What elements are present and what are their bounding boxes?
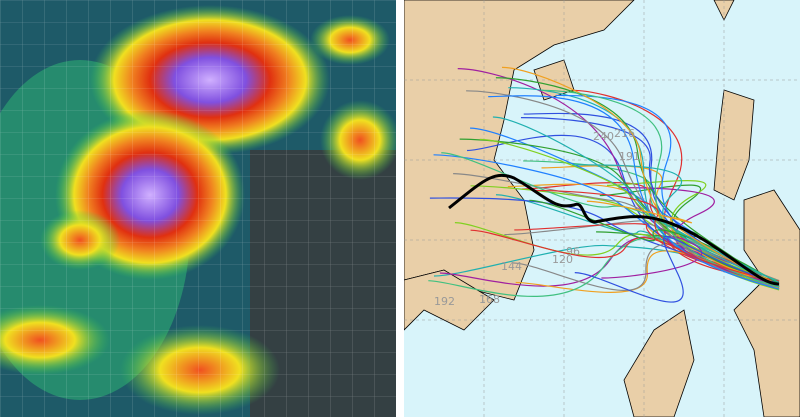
hour-label: 96: [566, 245, 580, 258]
hour-labels: 240 216 191 120 96 192 168 144: [434, 127, 640, 308]
ensemble-track-map: 240 216 191 120 96 192 168 144: [404, 0, 800, 417]
ensemble-track: [572, 164, 780, 287]
hour-label: 192: [434, 295, 455, 308]
ensemble-tracks: [428, 66, 780, 303]
hour-label: 191: [619, 150, 640, 163]
ensemble-track: [574, 235, 780, 303]
mean-track: [448, 173, 780, 286]
ensemble-track: [502, 66, 780, 282]
ensemble-track: [535, 189, 780, 282]
ensemble-track: [428, 236, 780, 298]
lat-lon-grid: [0, 0, 396, 417]
ensemble-track: [586, 200, 780, 286]
hour-label: 120: [552, 253, 573, 266]
ensemble-track: [529, 199, 780, 285]
hour-label: 240: [593, 130, 614, 143]
hour-label: 144: [501, 260, 522, 273]
hour-label: 216: [614, 127, 635, 140]
land: [404, 0, 800, 417]
ensemble-track: [479, 138, 780, 283]
ensemble-track: [488, 95, 780, 290]
ensemble-track: [495, 77, 780, 290]
ensemble-track: [541, 89, 780, 288]
hour-label: 168: [479, 293, 500, 306]
ensemble-track: [512, 243, 780, 291]
ensemble-track: [441, 152, 780, 282]
satellite-image: [0, 0, 396, 417]
ensemble-track: [572, 89, 780, 284]
ensemble-track: [439, 236, 780, 287]
ensemble-track: [492, 116, 780, 283]
